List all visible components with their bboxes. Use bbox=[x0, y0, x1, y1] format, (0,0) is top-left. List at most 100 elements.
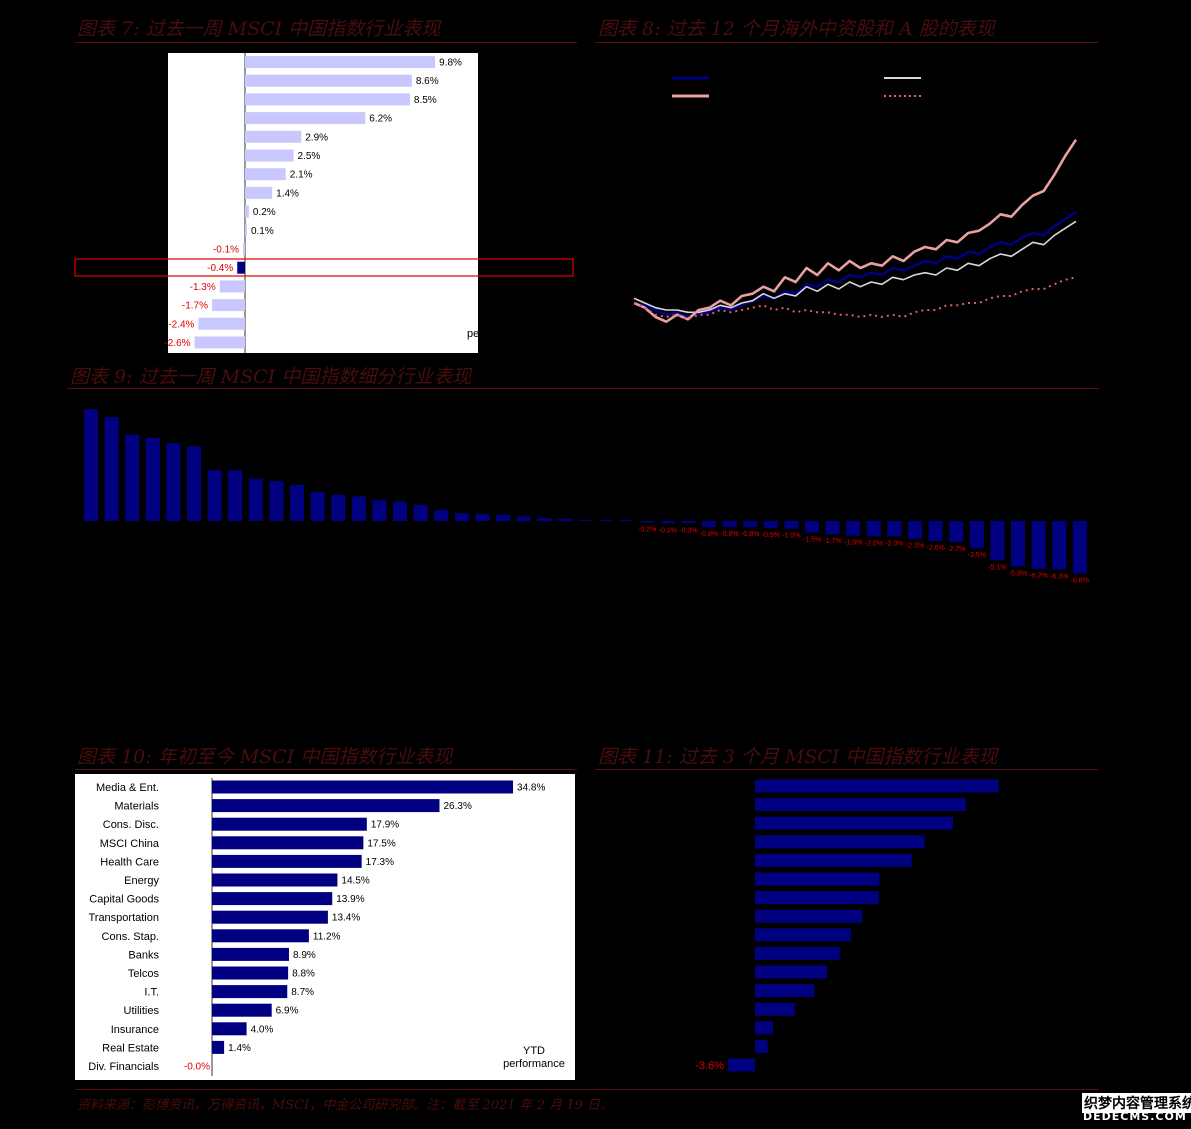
footer-rule bbox=[75, 1089, 1098, 1090]
chart9-bar bbox=[125, 434, 140, 521]
chart10-bar bbox=[212, 910, 328, 924]
chart10-bar bbox=[212, 854, 362, 868]
chart9-bar bbox=[619, 520, 634, 521]
chart7-bar-label: 8.6% bbox=[416, 76, 439, 87]
chart10-bar bbox=[212, 799, 440, 813]
chart9-bar bbox=[351, 496, 366, 521]
chart11-bar bbox=[755, 872, 880, 886]
chart9-bar bbox=[187, 446, 201, 521]
chart10-bar bbox=[212, 947, 289, 961]
chart7-bar bbox=[245, 168, 286, 181]
chart10-bar-label: 1.4% bbox=[228, 1043, 251, 1054]
chart9-bar bbox=[166, 443, 181, 521]
chart9-bar-label: -1.7% bbox=[823, 538, 841, 545]
watermark-bottom: DEDECMS.COM bbox=[1083, 1110, 1187, 1123]
chart9-bar bbox=[908, 521, 922, 539]
chart10-title-rule bbox=[75, 769, 577, 770]
chart7-bar-label: 8.5% bbox=[414, 95, 437, 106]
chart9-bar-label: -0.3% bbox=[679, 527, 697, 534]
chart9-bar-label: -1.0% bbox=[782, 533, 800, 540]
chart7: 9.8%8.6% 8.5% 6.2% 2.9% 2.5% 2.1% 1.4%0.2% 0.1%… bbox=[74, 53, 574, 353]
chart9: -0.2% -0.3% -0.3%-0.8% -0.8% -0.8% -0.9% -1.0%… bbox=[84, 409, 1089, 584]
chart9-bar bbox=[248, 478, 263, 521]
chart7-bar-label: 9.8% bbox=[439, 58, 462, 69]
chart7-title-rule bbox=[75, 42, 577, 43]
chart10-category-label: MSCI China bbox=[100, 838, 160, 850]
chart10-bar-label: 34.8% bbox=[517, 783, 545, 794]
chart7-bar bbox=[245, 112, 366, 125]
chart10-legend-line2: performance bbox=[503, 1058, 565, 1070]
chart11-bar bbox=[755, 779, 999, 793]
chart9-bar-label: -2.6% bbox=[926, 545, 944, 552]
chart7-bar-label: -1.3% bbox=[190, 282, 216, 293]
chart9-bar bbox=[1052, 521, 1067, 570]
chart9-bar bbox=[475, 514, 490, 521]
chart7-bar-label: -0.4% bbox=[207, 263, 233, 274]
chart7-bar-label: -0.1% bbox=[213, 245, 239, 256]
chart9-bar bbox=[310, 491, 325, 521]
chart7-bar-label: 0.2% bbox=[253, 207, 276, 218]
chart9-bar bbox=[969, 521, 984, 548]
chart10-category-label: Transportation bbox=[88, 912, 159, 924]
chart9-bar bbox=[763, 521, 778, 528]
chart10-category-label: Media & Ent. bbox=[96, 782, 159, 794]
chart9-bar-label: -0.2% bbox=[638, 527, 656, 534]
chart9-bar-label: -5.1% bbox=[988, 564, 1006, 571]
chart9-bar bbox=[331, 494, 346, 521]
chart10-bar-label: 13.4% bbox=[332, 913, 360, 924]
chart7-bar bbox=[245, 149, 294, 162]
chart9-bar-label: -6.3% bbox=[1050, 574, 1068, 581]
chart9-bar bbox=[454, 513, 469, 521]
chart10-bar bbox=[212, 780, 514, 794]
chart9-bar bbox=[413, 504, 428, 521]
chart9-bar bbox=[145, 437, 160, 521]
chart11-bar bbox=[755, 928, 851, 942]
chart9-bar-label: -6.8% bbox=[1071, 577, 1089, 584]
chart8-title-rule bbox=[595, 42, 1098, 43]
footer-source-note: 资料来源：彭博资讯，万得资讯，MSCI，中金公司研究部。注：截至 2021 年 … bbox=[77, 1098, 613, 1113]
chart7-bar-label: 0.1% bbox=[251, 226, 274, 237]
chart10-bar bbox=[212, 985, 288, 999]
chart11-bar bbox=[755, 1021, 773, 1035]
chart9-bar-label: -0.8% bbox=[741, 531, 759, 538]
chart9-bar bbox=[1011, 521, 1025, 567]
chart9-title: 图表 9: 过去一周 MSCI 中国指数细分行业表现 bbox=[70, 366, 472, 388]
chart11-bar bbox=[755, 1039, 768, 1053]
chart7-bar bbox=[194, 336, 245, 349]
chart11-bar bbox=[755, 984, 815, 998]
chart7-bar-label: -1.7% bbox=[182, 301, 208, 312]
chart10-category-label: Div. Financials bbox=[88, 1061, 159, 1073]
chart10-category-label: Materials bbox=[114, 801, 159, 813]
chart9-bar bbox=[660, 521, 675, 524]
chart10-bar-label: 17.3% bbox=[366, 857, 394, 868]
chart9-bar-label: -0.3% bbox=[659, 527, 677, 534]
chart9-bar-label: -2.7% bbox=[947, 546, 965, 553]
chart9-bar bbox=[269, 480, 284, 521]
chart10-bar bbox=[212, 1040, 225, 1054]
chart9-bar-label: -2.0% bbox=[865, 540, 883, 547]
chart9-bar bbox=[887, 521, 902, 537]
chart7-bar-label: 2.1% bbox=[290, 170, 313, 181]
chart11: -3.6% bbox=[695, 779, 999, 1072]
chart11-bar bbox=[755, 853, 912, 867]
chart7-bar bbox=[212, 299, 245, 312]
chart7-bar bbox=[198, 317, 245, 330]
chart9-bar bbox=[557, 518, 572, 521]
chart9-bar bbox=[496, 514, 510, 521]
chart11-bar bbox=[755, 965, 827, 979]
chart9-bar-label: -1.9% bbox=[844, 540, 862, 547]
chart9-bar bbox=[228, 470, 243, 521]
chart8-series-line bbox=[633, 276, 1077, 321]
chart10-bar-label: 17.5% bbox=[367, 838, 395, 849]
chart7-bar bbox=[237, 261, 245, 274]
chart7-bar-label: -2.6% bbox=[164, 338, 190, 349]
chart9-bar-label: -2.3% bbox=[906, 543, 924, 550]
chart8-series-line bbox=[633, 220, 1077, 314]
chart7-bar bbox=[245, 205, 249, 218]
chart11-bar bbox=[755, 946, 840, 960]
chart8-series-line bbox=[633, 138, 1078, 324]
chart7-bar-label: 2.9% bbox=[305, 132, 328, 143]
chart9-bar bbox=[578, 520, 593, 521]
chart9-bar-label: -0.8% bbox=[720, 531, 738, 538]
chart9-bar bbox=[1072, 521, 1087, 574]
